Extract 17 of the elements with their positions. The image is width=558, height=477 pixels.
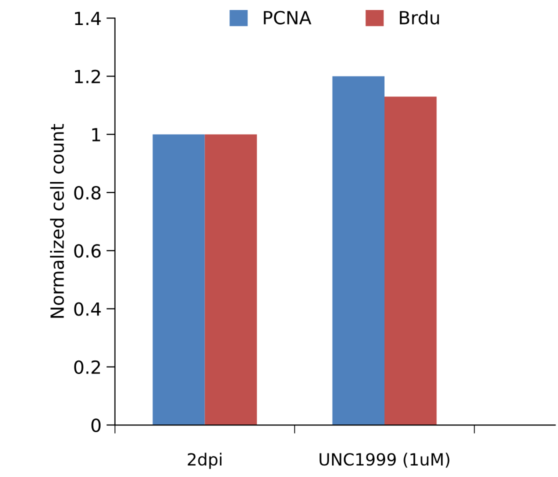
bar xyxy=(152,134,205,426)
bar xyxy=(204,134,257,426)
y-tick-label: 1.2 xyxy=(75,70,100,84)
y-axis-title: Normalized cell count xyxy=(50,124,64,318)
legend-label: PCNA xyxy=(264,10,312,24)
x-tick-label: 2dpi xyxy=(188,452,222,469)
y-tick-label: 1 xyxy=(92,128,100,142)
y-tick-label: 0.6 xyxy=(74,244,101,258)
y-tick-label: 0.2 xyxy=(74,360,100,374)
x-tick-label: UNC1999 (1uM) xyxy=(320,452,450,468)
legend-label: Brdu xyxy=(400,10,439,24)
y-tick-label: 0.8 xyxy=(74,186,101,200)
bar xyxy=(332,76,384,426)
y-tick-label: 0 xyxy=(91,418,101,432)
y-tick-label: 1.4 xyxy=(75,12,101,25)
y-tick-label: 0.4 xyxy=(74,302,101,316)
bar xyxy=(384,96,437,426)
